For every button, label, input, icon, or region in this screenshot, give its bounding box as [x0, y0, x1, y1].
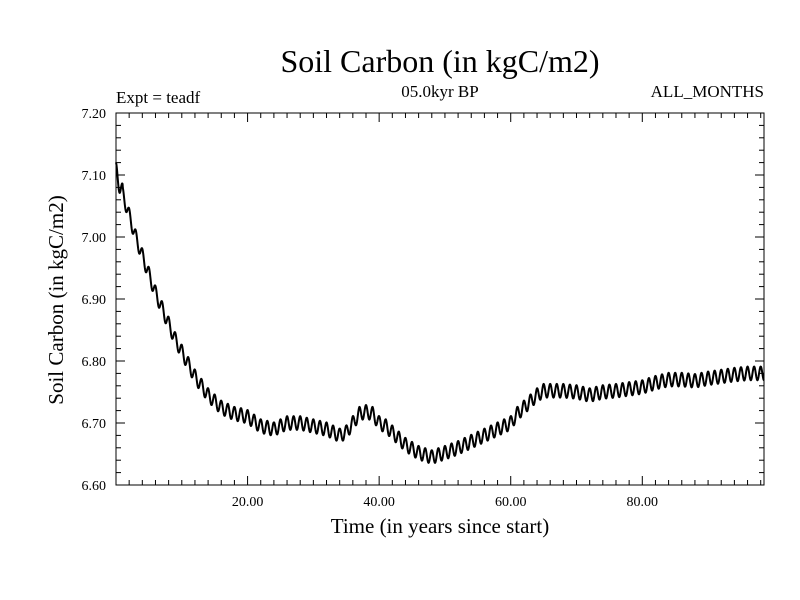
series-line-soil-carbon — [115, 162, 765, 464]
y-tick-label: 6.60 — [82, 479, 107, 494]
x-tick-label: 40.00 — [363, 495, 395, 510]
x-tick-label: 80.00 — [627, 495, 659, 510]
x-axis-label: Time (in years since start) — [331, 514, 550, 538]
y-tick-label: 6.70 — [82, 417, 107, 432]
x-tick-label: 20.00 — [232, 495, 264, 510]
x-tick-label: 60.00 — [495, 495, 527, 510]
y-tick-label: 7.00 — [82, 231, 107, 246]
axis-tick-labels: 20.00 40.00 60.00 80.00 6.60 6.70 6.80 6.90 7.00… — [82, 107, 659, 510]
months-label: ALL_MONTHS — [651, 82, 764, 101]
y-tick-label: 7.20 — [82, 107, 107, 122]
y-axis-label: Soil Carbon (in kgC/m2) — [44, 195, 68, 404]
plot-frame — [115, 112, 765, 486]
y-tick-label: 6.90 — [82, 293, 107, 308]
chart-title: Soil Carbon (in kgC/m2) — [280, 43, 599, 79]
chart-subtitle: 05.0kyr BP — [401, 82, 478, 101]
experiment-label: Expt = teadf — [116, 88, 201, 107]
y-tick-label: 6.80 — [82, 355, 107, 370]
y-tick-label: 7.10 — [82, 169, 107, 184]
axis-ticks — [116, 112, 764, 486]
